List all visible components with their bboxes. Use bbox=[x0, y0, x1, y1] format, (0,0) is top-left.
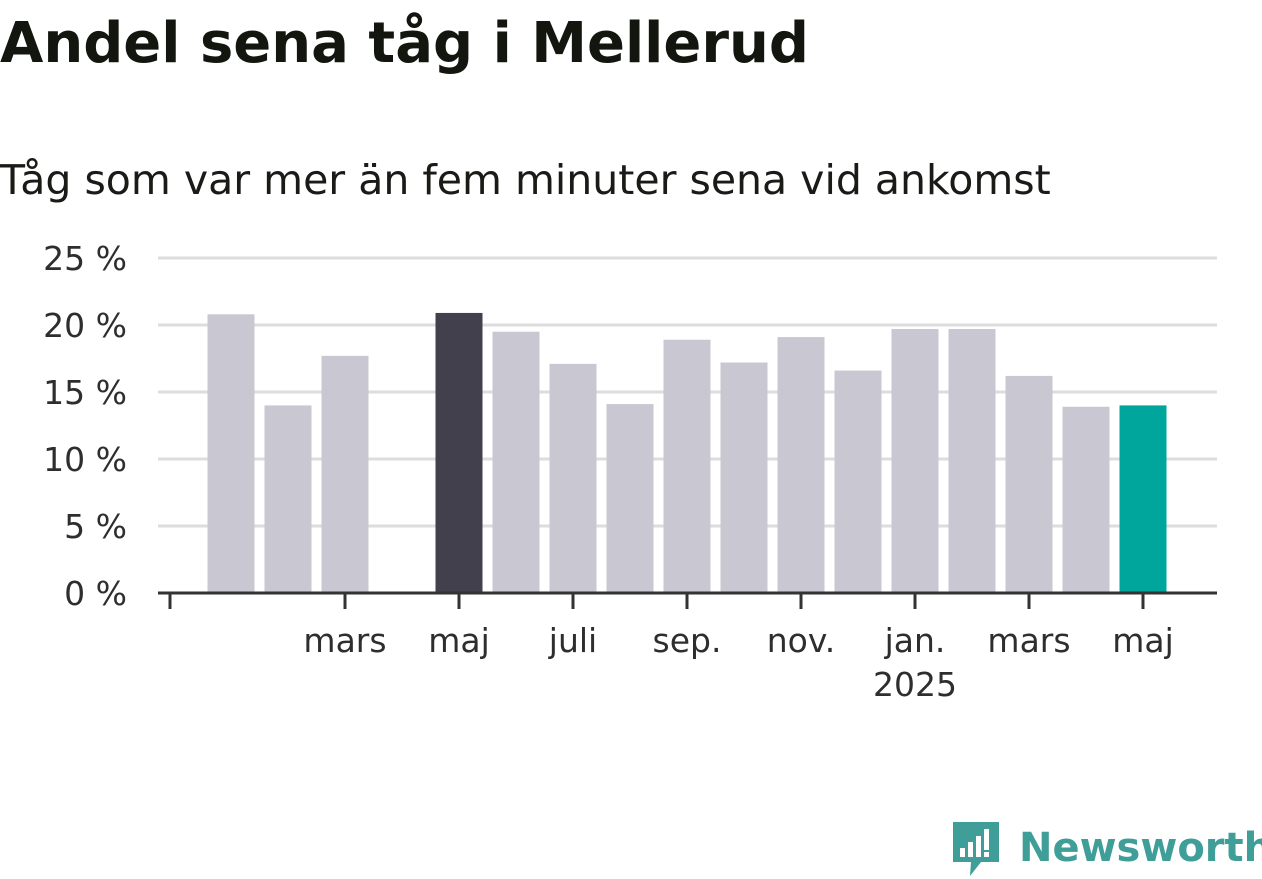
x-axis bbox=[158, 591, 1217, 609]
y-tick-label: 20 % bbox=[43, 306, 127, 345]
bar bbox=[549, 363, 597, 593]
bar bbox=[720, 362, 768, 593]
bar bbox=[435, 312, 483, 593]
x-tick-label: maj bbox=[428, 621, 490, 660]
bar bbox=[948, 329, 996, 593]
bar bbox=[1119, 405, 1167, 593]
x-tick-label: maj bbox=[1112, 621, 1174, 660]
bar bbox=[492, 331, 540, 593]
y-tick-label: 10 % bbox=[43, 440, 127, 479]
axis-labels: 0 % 5 % 10 % 15 % 20 % 25 % mars maj juli sep. nov… bbox=[43, 239, 1174, 704]
x-tick-label: mars bbox=[303, 621, 386, 660]
bar bbox=[834, 370, 882, 593]
bar bbox=[777, 337, 825, 593]
x-tick-year-label: 2025 bbox=[873, 665, 957, 704]
bar bbox=[1062, 406, 1110, 593]
bar bbox=[663, 339, 711, 593]
newsworthy-logo: Newsworthy bbox=[951, 818, 1262, 878]
newsworthy-logo-icon bbox=[953, 822, 999, 876]
y-tick-label: 15 % bbox=[43, 373, 127, 412]
y-tick-label: 0 % bbox=[64, 574, 127, 613]
bar bbox=[321, 355, 369, 593]
x-tick-label: sep. bbox=[653, 621, 722, 660]
bar bbox=[606, 404, 654, 593]
bar bbox=[891, 329, 939, 593]
bar bbox=[207, 314, 255, 593]
bar bbox=[264, 405, 312, 593]
x-tick-label: jan. bbox=[884, 621, 946, 660]
bar bbox=[1005, 375, 1053, 593]
x-tick-label: juli bbox=[548, 621, 597, 660]
chart-subtitle: Tåg som var mer än fem minuter sena vid … bbox=[0, 156, 1051, 204]
x-tick-label: nov. bbox=[767, 621, 836, 660]
chart-title: Andel sena tåg i Mellerud bbox=[0, 11, 809, 76]
y-tick-label: 5 % bbox=[64, 507, 127, 546]
y-tick-label: 25 % bbox=[43, 239, 127, 278]
brand-name: Newsworthy bbox=[1019, 825, 1262, 871]
x-tick-label: mars bbox=[987, 621, 1070, 660]
bar-layer bbox=[207, 312, 1167, 593]
